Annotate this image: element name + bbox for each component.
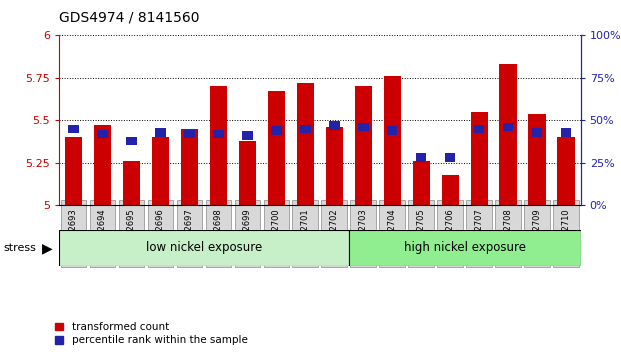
Bar	[126, 137, 137, 145]
Bar	[499, 64, 517, 205]
Bar	[123, 161, 140, 205]
Bar	[445, 154, 455, 162]
Bar	[416, 154, 427, 162]
Bar	[213, 130, 224, 138]
Bar	[358, 123, 368, 131]
Bar	[387, 126, 397, 135]
Bar	[242, 131, 253, 140]
Text: GDS4974 / 8141560: GDS4974 / 8141560	[59, 11, 199, 25]
Bar	[268, 91, 285, 205]
Text: ▶: ▶	[42, 241, 53, 255]
Text: low nickel exposure: low nickel exposure	[146, 241, 262, 254]
Bar	[155, 128, 166, 137]
Bar	[412, 161, 430, 205]
Text: stress: stress	[3, 243, 36, 253]
Bar	[184, 130, 194, 138]
Bar	[532, 128, 542, 137]
Bar	[97, 130, 107, 138]
Bar	[329, 121, 340, 130]
Bar	[474, 125, 484, 133]
Bar	[68, 125, 79, 133]
Bar	[152, 137, 169, 205]
Bar	[59, 230, 349, 266]
Bar	[355, 86, 372, 205]
Bar	[349, 230, 581, 266]
Text: high nickel exposure: high nickel exposure	[404, 241, 526, 254]
Legend: transformed count, percentile rank within the sample: transformed count, percentile rank withi…	[55, 322, 247, 345]
Bar	[65, 137, 82, 205]
Bar	[471, 112, 488, 205]
Bar	[210, 86, 227, 205]
Bar	[271, 126, 281, 135]
Bar	[300, 125, 310, 133]
Bar	[238, 141, 256, 205]
Bar	[442, 175, 459, 205]
Bar	[503, 123, 514, 131]
Bar	[94, 125, 111, 205]
Bar	[325, 127, 343, 205]
Bar	[561, 128, 571, 137]
Bar	[528, 114, 546, 205]
Bar	[297, 83, 314, 205]
Bar	[558, 137, 575, 205]
Bar	[384, 76, 401, 205]
Bar	[181, 129, 198, 205]
